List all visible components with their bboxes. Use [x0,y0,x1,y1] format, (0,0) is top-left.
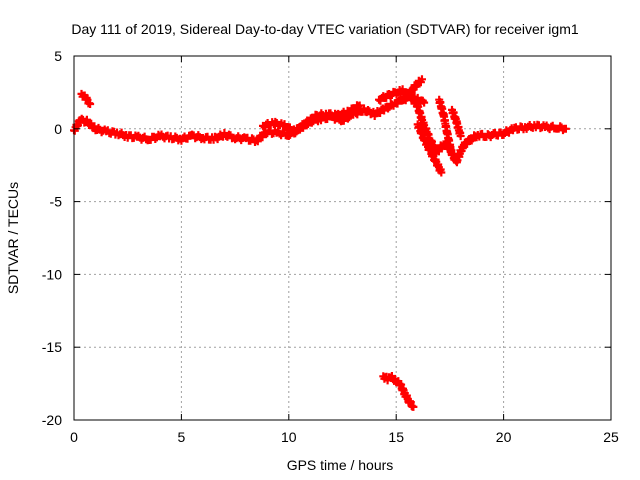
axis-ticks: 0 5 10 15 20 25 5 0 -5 -10 -15 -20 [42,48,619,445]
y-tick-label: -10 [42,266,62,282]
series-upper-band [259,101,364,138]
series-main-band [70,91,429,146]
series-descent-trace [413,120,446,177]
x-axis-label: GPS time / hours [287,457,394,473]
y-axis-label: SDTVAR / TECUs [5,182,21,294]
y-tick-label: -5 [50,194,63,210]
series-rising-trace [400,75,426,105]
data-points [70,75,570,411]
series-arc-1730 [435,95,457,160]
plus-marker-trace [259,101,364,138]
series-arc-1760 [448,105,465,141]
x-tick-label: 10 [281,429,297,445]
y-tick-label: 0 [54,121,62,137]
plus-marker-trace [70,91,429,146]
x-tick-label: 0 [70,429,78,445]
y-tick-label: 5 [54,48,62,64]
grid-lines [74,56,611,420]
y-tick-label: -15 [42,339,62,355]
plus-marker-trace [400,75,426,105]
plus-marker-trace [413,120,446,177]
chart-title: Day 111 of 2019, Sidereal Day-to-day VTE… [71,21,579,37]
x-tick-label: 15 [388,429,404,445]
series-early-segment [77,89,95,109]
x-tick-label: 5 [178,429,186,445]
y-tick-label: -20 [42,412,62,428]
plus-marker-trace [77,89,95,109]
x-tick-label: 25 [603,429,619,445]
plus-marker-trace [435,95,457,160]
plot-frame [73,55,612,421]
series-outlier-segment [379,372,418,411]
plus-marker-trace [448,105,465,141]
plus-marker-trace [379,372,418,411]
x-tick-label: 20 [496,429,512,445]
